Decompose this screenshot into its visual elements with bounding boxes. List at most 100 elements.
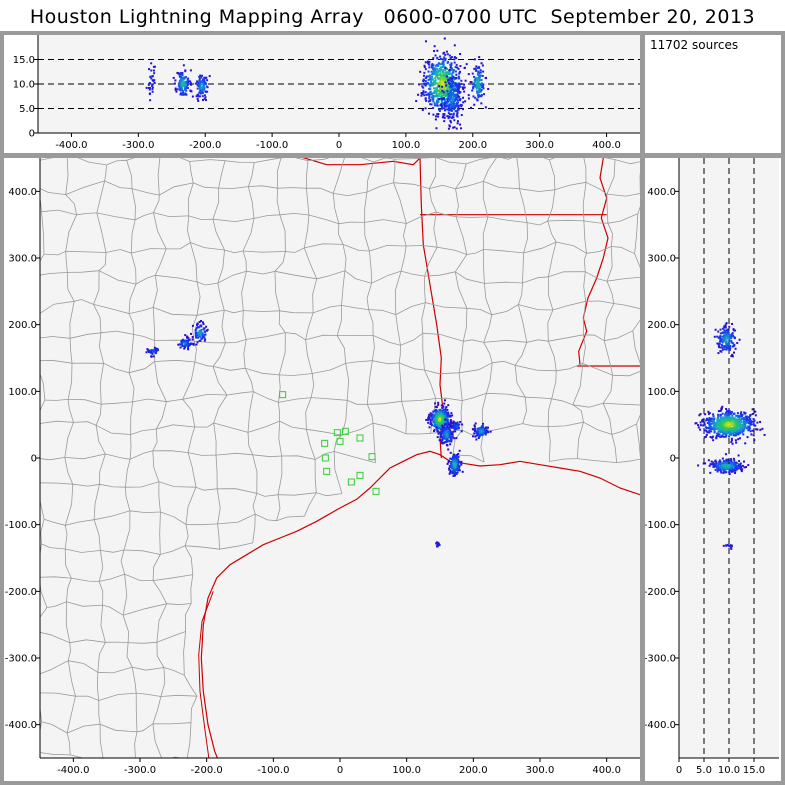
- top-source-point: [426, 82, 429, 85]
- right-y-tick-label: -200.0: [645, 587, 676, 598]
- top-source-point: [424, 68, 427, 71]
- right-source-point: [724, 326, 727, 329]
- map-source-point: [446, 420, 449, 423]
- top-source-point: [442, 63, 445, 66]
- county-line: [547, 309, 554, 342]
- top-source-point: [456, 91, 459, 94]
- top-source-point: [189, 69, 192, 72]
- right-source-point: [750, 420, 753, 423]
- top-source-point: [150, 62, 153, 65]
- map-source-point: [429, 414, 432, 417]
- top-source-point: [438, 85, 441, 88]
- right-source-point: [739, 429, 742, 432]
- right-source-point: [719, 337, 722, 340]
- top-x-tick-label: 100.0: [392, 140, 421, 151]
- right-source-point: [712, 415, 715, 418]
- right-source-point: [722, 471, 725, 474]
- map-source-point: [189, 332, 192, 335]
- top-source-point: [457, 108, 460, 111]
- right-source-point: [720, 465, 723, 468]
- county-line: [64, 548, 72, 579]
- county-line: [185, 487, 197, 525]
- map-source-point: [448, 414, 451, 417]
- county-line: [458, 341, 464, 373]
- county-line: [40, 519, 45, 544]
- right-source-point: [736, 428, 739, 431]
- county-line: [480, 432, 485, 463]
- top-source-point: [460, 127, 463, 130]
- county-line: [158, 481, 197, 488]
- map-source-point: [458, 426, 461, 429]
- county-line: [482, 216, 489, 250]
- right-source-point: [732, 434, 735, 437]
- map-source-point: [437, 413, 440, 416]
- map-source-point: [200, 324, 203, 327]
- county-line: [366, 182, 394, 193]
- top-source-point: [427, 78, 430, 81]
- county-line: [583, 220, 608, 224]
- county-line: [274, 251, 286, 272]
- county-line: [276, 515, 305, 522]
- top-source-point: [152, 65, 155, 68]
- map-source-point: [447, 426, 450, 429]
- map-y-tick-label: -300.0: [5, 654, 37, 665]
- top-source-point: [418, 83, 421, 86]
- map-x-tick-label: 0: [337, 765, 343, 776]
- top-source-point: [447, 91, 450, 94]
- right-source-point: [709, 423, 712, 426]
- county-line: [40, 457, 65, 461]
- right-source-point: [736, 431, 739, 434]
- county-line: [583, 253, 587, 272]
- top-source-point: [449, 85, 452, 88]
- right-source-point: [737, 418, 740, 421]
- right-source-point: [719, 350, 722, 353]
- right-source-point: [735, 414, 738, 417]
- map-source-point: [451, 460, 454, 463]
- county-line: [185, 523, 218, 526]
- map-source-point: [436, 427, 439, 430]
- right-source-point: [719, 465, 722, 468]
- map-source-point: [202, 335, 205, 338]
- map-source-point: [451, 425, 454, 428]
- top-source-point: [151, 75, 154, 78]
- right-source-point: [763, 433, 766, 436]
- right-source-point: [725, 414, 728, 417]
- top-source-point: [200, 83, 203, 86]
- county-line: [100, 549, 125, 553]
- top-source-point: [198, 81, 201, 84]
- right-source-point: [721, 405, 724, 408]
- top-source-point: [463, 67, 466, 70]
- right-source-point: [717, 435, 720, 438]
- top-source-point: [200, 74, 203, 77]
- county-line: [213, 394, 228, 424]
- top-source-point: [147, 83, 150, 86]
- map-source-point: [456, 459, 459, 462]
- map-source-point: [444, 407, 447, 410]
- lma-station-marker: [333, 429, 341, 437]
- map-source-point: [449, 443, 452, 446]
- county-line: [305, 334, 338, 341]
- right-source-point: [715, 437, 718, 440]
- top-source-point: [430, 80, 433, 83]
- county-line: [371, 270, 402, 284]
- county-line: [77, 158, 107, 166]
- county-line: [95, 404, 102, 426]
- top-source-point: [436, 85, 439, 88]
- top-source-point: [457, 75, 460, 78]
- county-line: [221, 310, 226, 343]
- map-source-point: [446, 418, 449, 421]
- top-source-point: [469, 106, 472, 109]
- map-source-point: [455, 427, 458, 430]
- top-source-point: [148, 81, 151, 84]
- right-source-point: [761, 427, 764, 430]
- top-source-point: [450, 100, 453, 103]
- county-line: [224, 249, 244, 254]
- map-source-point: [455, 454, 458, 457]
- county-line: [456, 216, 488, 218]
- map-source-point: [439, 411, 442, 414]
- top-source-point: [452, 70, 455, 73]
- top-source-point: [444, 95, 447, 98]
- county-line: [188, 452, 217, 456]
- county-line: [93, 484, 100, 520]
- lma-station-marker: [321, 454, 329, 462]
